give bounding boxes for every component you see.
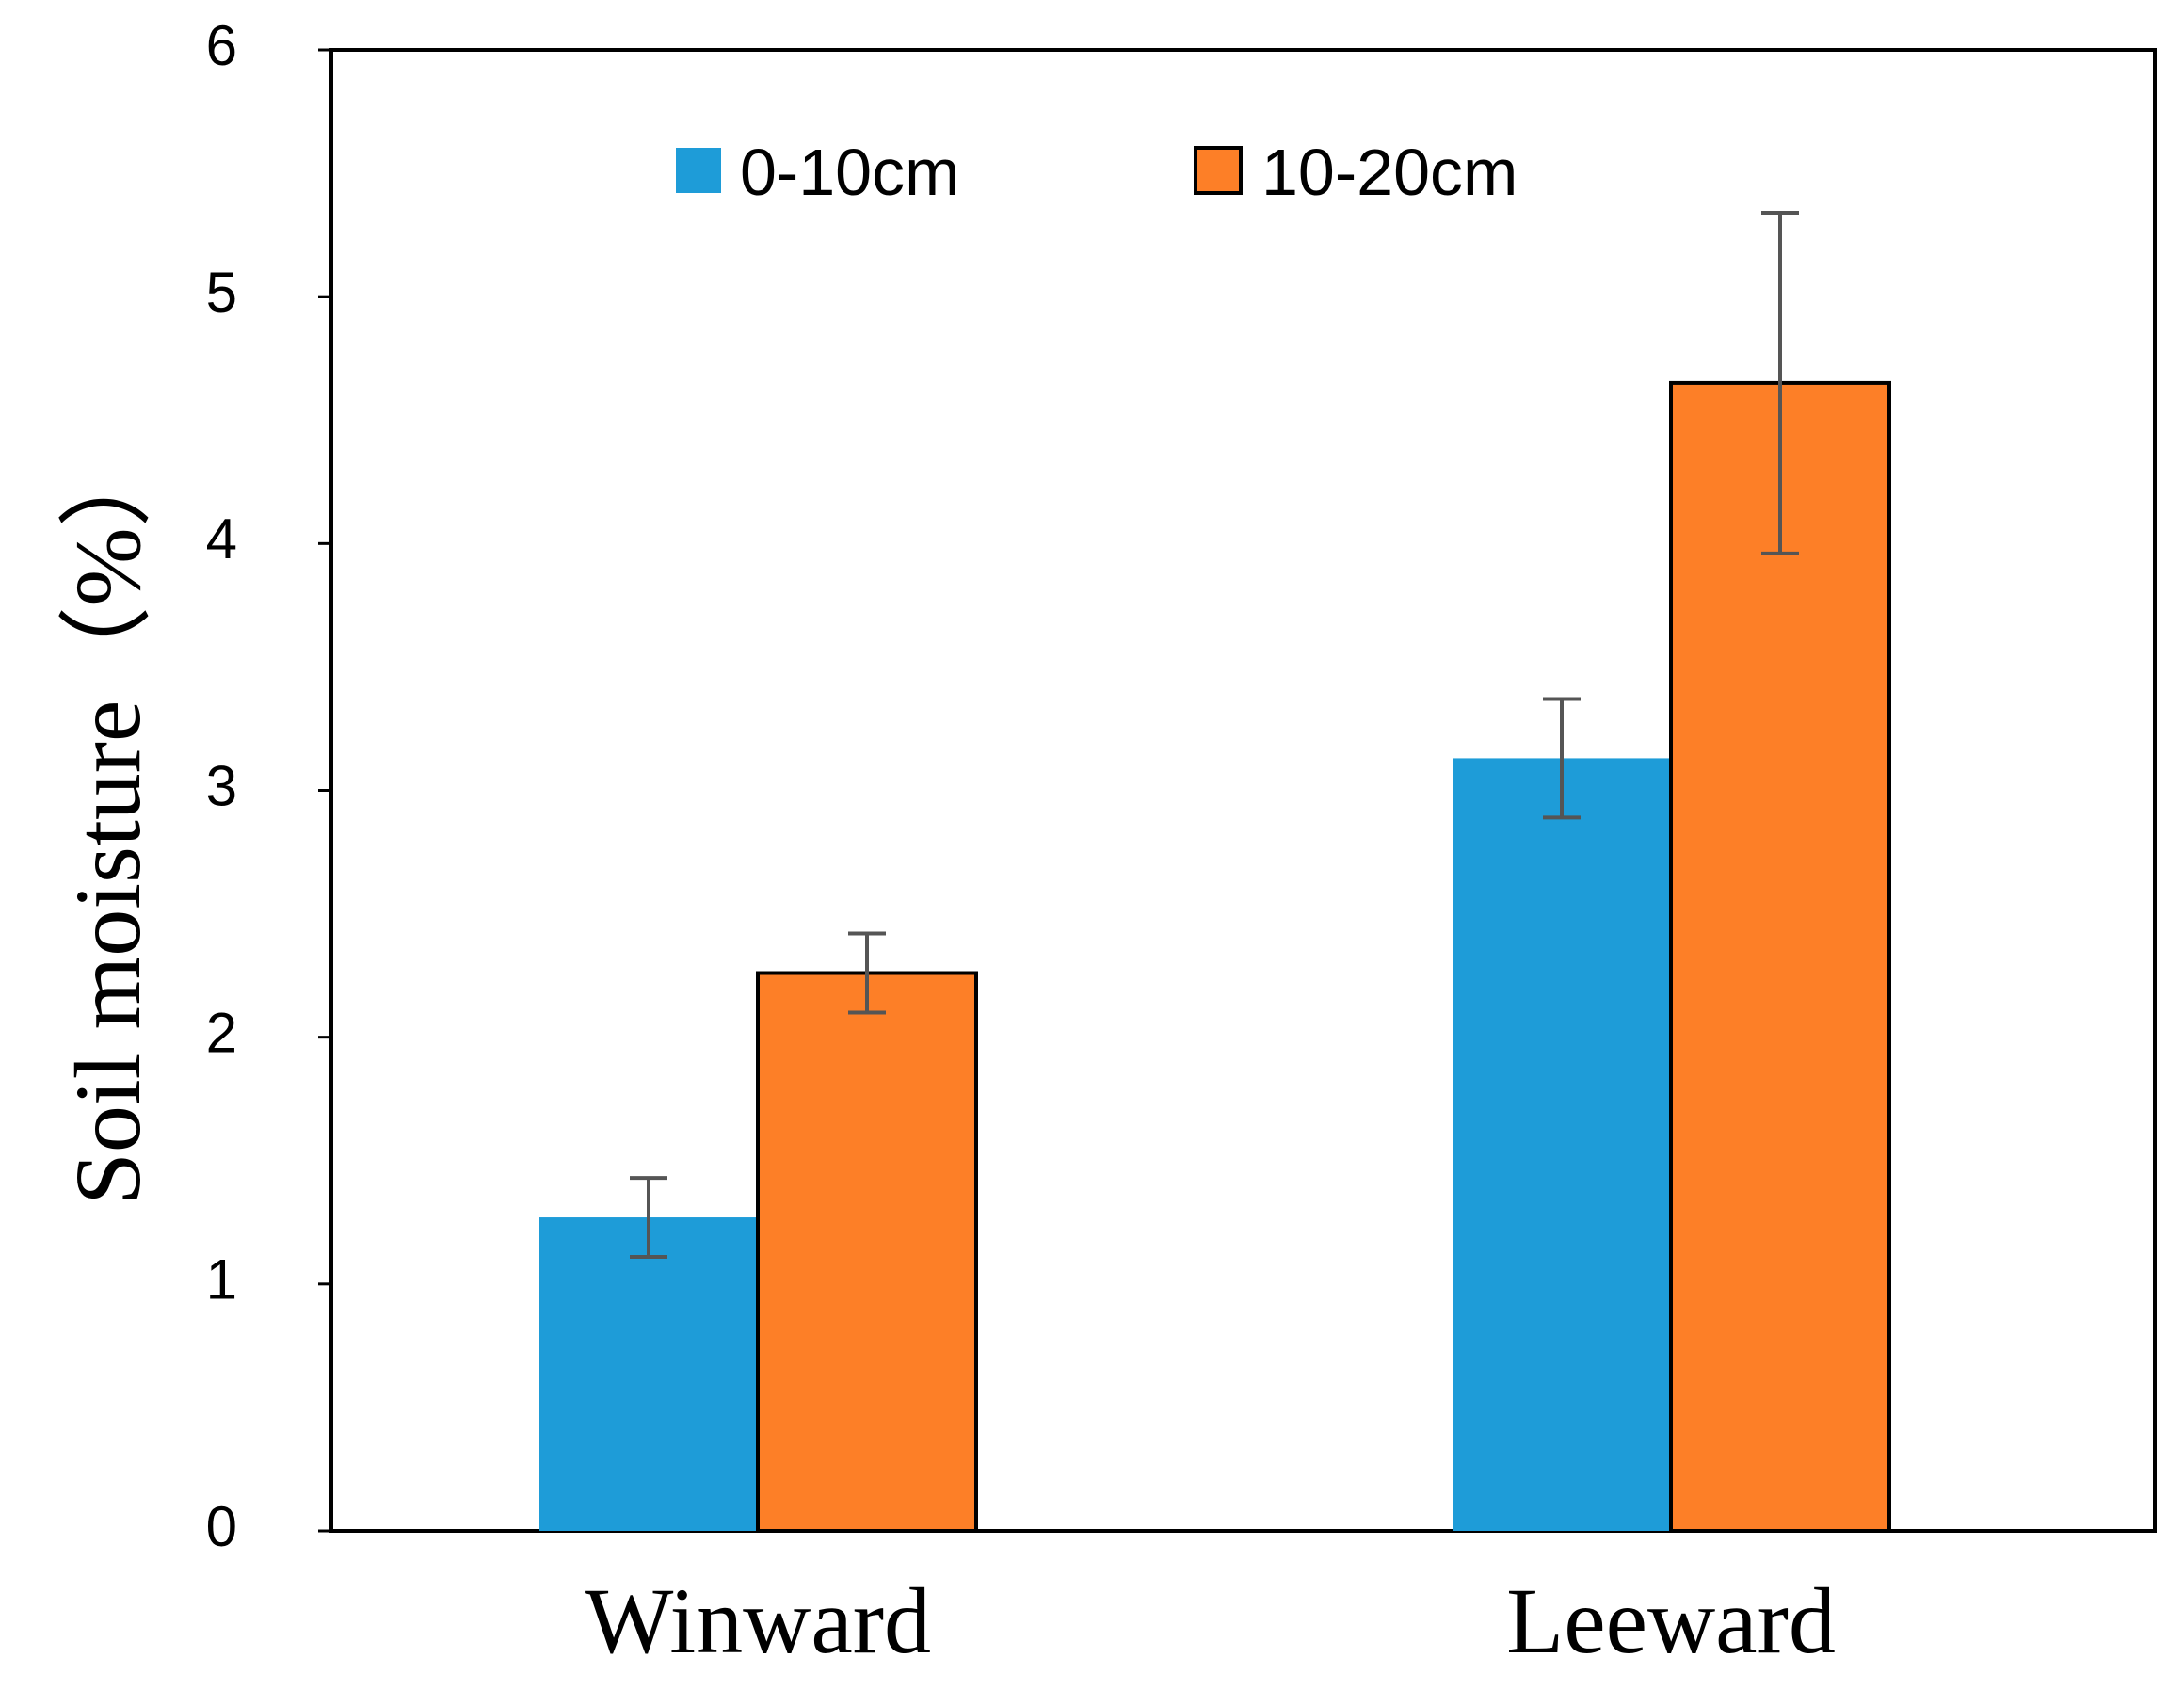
legend-label-10-20cm: 10-20cm: [1261, 136, 1518, 209]
y-tick-label: 5: [206, 261, 237, 324]
y-tick-label: 3: [206, 754, 237, 817]
bar-winward-0-10cm: [539, 1217, 758, 1531]
legend: 0-10cm 10-20cm: [676, 136, 1518, 209]
legend-swatch-0-10cm: [676, 148, 721, 193]
y-tick-label: 0: [206, 1495, 237, 1558]
x-axis-labels: Winward Leeward: [585, 1569, 1836, 1673]
x-category-label-winward: Winward: [585, 1569, 931, 1673]
y-tick-label: 2: [206, 1002, 237, 1065]
bar-winward-10-20cm: [756, 971, 978, 1533]
y-tick-label: 1: [206, 1248, 237, 1312]
bars-layer: [539, 380, 1891, 1533]
error-bars-layer: [630, 211, 1799, 1259]
y-tick-label: 6: [206, 14, 237, 77]
bar-leeward-0-10cm: [1453, 758, 1671, 1531]
legend-swatch-10-20cm: [1194, 146, 1243, 195]
x-category-label-leeward: Leeward: [1506, 1569, 1836, 1673]
y-axis-title: Soil moisture（%）: [56, 433, 160, 1204]
y-tick-label: 4: [206, 507, 237, 571]
bar-leeward-10-20cm: [1669, 380, 1891, 1533]
legend-label-0-10cm: 0-10cm: [740, 136, 959, 209]
y-axis-ticks: 0 1 2 3 4 5 6: [206, 14, 331, 1558]
